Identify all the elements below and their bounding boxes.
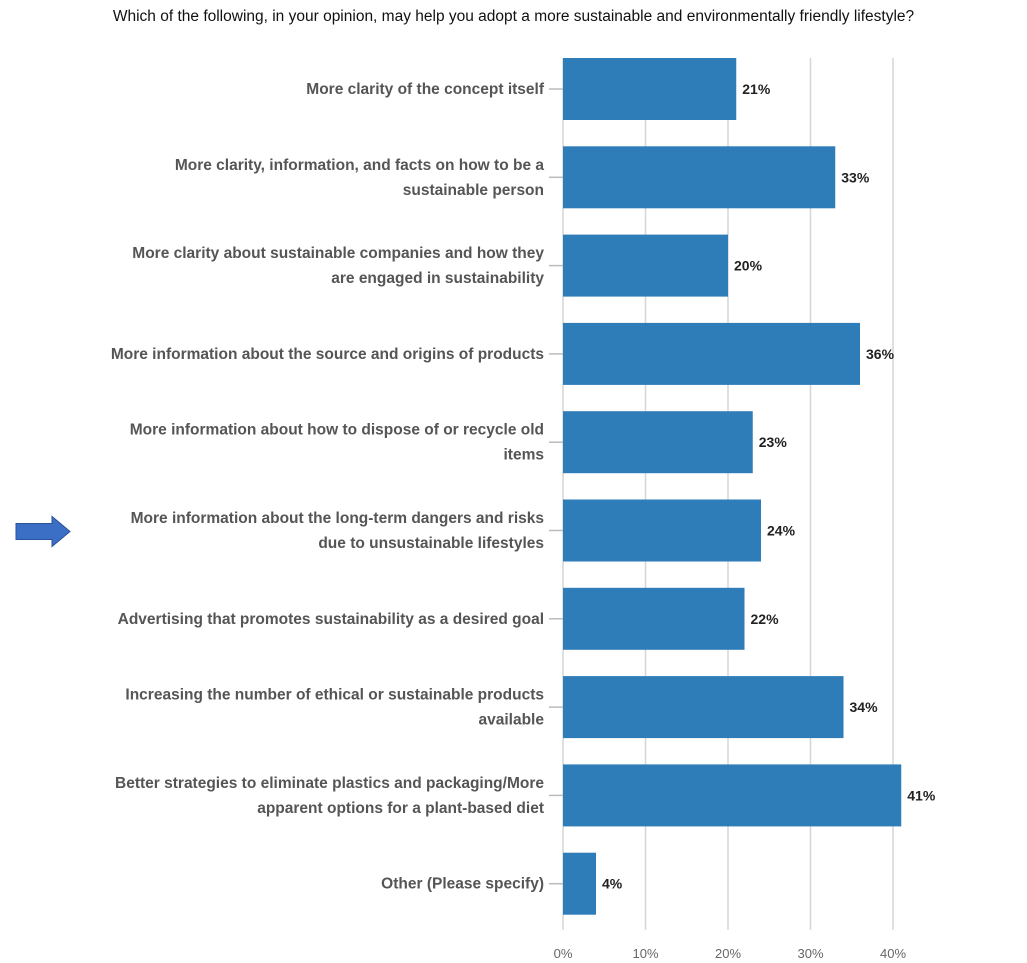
value-label: 24% (767, 523, 796, 539)
bar (563, 852, 596, 915)
bar (563, 234, 728, 297)
value-label: 20% (734, 258, 763, 274)
bar (563, 411, 753, 474)
category-label: Better strategies to eliminate plastics … (115, 775, 544, 817)
x-tick-label: 0% (554, 946, 573, 961)
bar (563, 322, 860, 385)
arrow-icon (15, 515, 71, 548)
highlight-arrow (15, 515, 71, 548)
value-label: 22% (751, 611, 780, 627)
value-label: 34% (850, 699, 879, 715)
bar (563, 764, 902, 827)
chart-title: Which of the following, in your opinion,… (112, 8, 915, 25)
value-labels: 21% 33% 20% 36% 23% 24% 22% 34% 41% 4% (602, 81, 936, 892)
x-tick-label: 30% (797, 946, 823, 961)
bar (563, 587, 745, 650)
value-label: 21% (742, 81, 771, 97)
value-label: 41% (907, 787, 936, 803)
bar (563, 58, 737, 120)
bars (563, 58, 902, 915)
value-label: 23% (759, 434, 788, 450)
category-label: Other (Please specify) (381, 876, 544, 893)
category-labels: More clarity of the concept itself More c… (111, 81, 545, 893)
bar (563, 499, 761, 562)
value-label: 33% (841, 169, 870, 185)
value-label: 4% (602, 876, 623, 892)
category-label: More information about the source and or… (111, 346, 544, 363)
bar (563, 676, 844, 739)
category-label: More information about the long-term dan… (131, 510, 544, 552)
x-axis-ticks: 0% 10% 20% 30% 40% (554, 946, 907, 961)
category-label: More clarity about sustainable companies… (132, 245, 544, 287)
x-tick-label: 10% (632, 946, 658, 961)
bar (563, 146, 836, 209)
value-label: 36% (866, 346, 895, 362)
category-label: More clarity of the concept itself (306, 81, 545, 98)
category-label: Increasing the number of ethical or sust… (125, 687, 544, 729)
category-label: More information about how to dispose of… (130, 422, 544, 464)
x-tick-label: 40% (880, 946, 906, 961)
category-label: More clarity, information, and facts on … (175, 157, 545, 199)
x-tick-label: 20% (715, 946, 741, 961)
category-label: Advertising that promotes sustainability… (118, 611, 544, 628)
